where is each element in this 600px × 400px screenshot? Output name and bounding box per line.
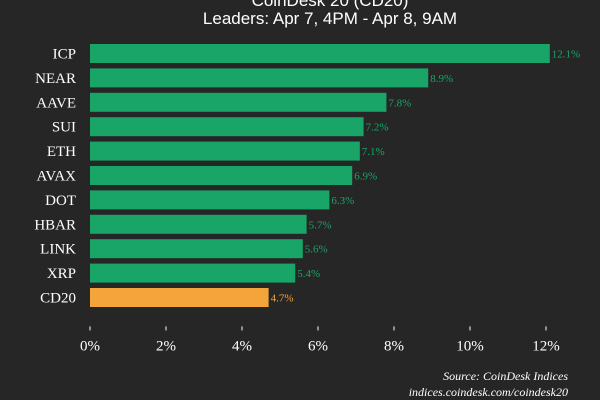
category-label-hbar: HBAR	[34, 217, 76, 233]
x-tick-label: 10%	[456, 338, 484, 354]
category-label-eth: ETH	[47, 144, 76, 160]
value-label-aave: 7.8%	[388, 97, 411, 109]
x-tick-label: 0%	[80, 338, 100, 354]
x-tick-label: 6%	[308, 338, 328, 354]
category-label-icp: ICP	[53, 47, 76, 63]
x-axis: 0% 2% 4% 6% 8% 10% 12%	[80, 326, 560, 354]
value-label-sui: 7.2%	[366, 122, 389, 134]
bar-xrp	[90, 263, 296, 283]
bars-group: ICP 12.1% NEAR 8.9% AAVE 7.8% SUI 7.2% ETH 7.1% AV…	[34, 44, 580, 307]
bar-sui	[90, 117, 364, 137]
chart-subtitle: Leaders: Apr 7, 4PM - Apr 8, 9AM	[203, 9, 457, 28]
bar-eth	[90, 141, 360, 161]
x-tick-label: 4%	[232, 338, 252, 354]
bar-icp	[90, 44, 550, 63]
source-url: indices.coindesk.com/coindesk20	[409, 385, 568, 399]
category-label-xrp: XRP	[47, 266, 76, 282]
source-text: Source: CoinDesk Indices	[443, 369, 568, 383]
x-tick-label: 8%	[384, 338, 404, 354]
category-label-dot: DOT	[45, 193, 76, 209]
chart-title: CoinDesk 20 (CD20)	[252, 0, 409, 10]
bar-aave	[90, 92, 387, 112]
value-label-icp: 12.1%	[552, 49, 580, 61]
bar-hbar	[90, 214, 307, 234]
value-label-link: 5.6%	[305, 244, 328, 256]
bar-cd20	[90, 288, 269, 307]
category-label-aave: AAVE	[36, 95, 76, 111]
value-label-near: 8.9%	[430, 73, 453, 85]
category-label-near: NEAR	[35, 71, 76, 87]
bar-link	[90, 239, 303, 259]
bar-near	[90, 68, 429, 88]
category-label-avax: AVAX	[37, 169, 77, 185]
bar-dot	[90, 190, 330, 210]
x-tick-label: 2%	[156, 338, 176, 354]
value-label-xrp: 5.4%	[297, 268, 320, 280]
category-label-sui: SUI	[52, 120, 76, 136]
x-tick-label: 12%	[532, 338, 560, 354]
value-label-eth: 7.1%	[362, 146, 385, 158]
value-label-dot: 6.3%	[331, 195, 354, 207]
value-label-hbar: 5.7%	[309, 219, 332, 231]
category-label-cd20: CD20	[40, 291, 76, 307]
category-label-link: LINK	[40, 242, 76, 258]
bar-avax	[90, 166, 353, 185]
value-label-cd20: 4.7%	[271, 293, 294, 305]
value-label-avax: 6.9%	[354, 171, 377, 183]
